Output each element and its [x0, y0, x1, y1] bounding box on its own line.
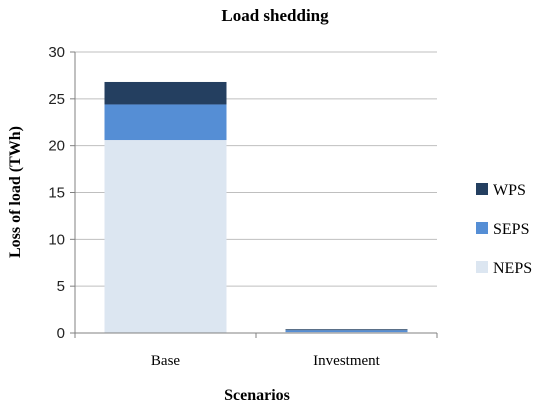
legend-label-neps: NEPS — [493, 260, 532, 277]
y-tick-labels: 0 5 10 15 20 25 30 — [48, 44, 65, 342]
bars — [104, 81, 408, 333]
x-category-label: Base — [151, 353, 181, 369]
legend-label-seps: SEPS — [493, 221, 529, 238]
x-category-label: Investment — [313, 353, 380, 369]
bar-segment-wps-base — [104, 81, 227, 105]
y-tick-label: 15 — [48, 185, 65, 202]
legend-label-wps: WPS — [493, 182, 526, 199]
legend-swatch-neps — [476, 261, 488, 273]
legend-swatch-seps — [476, 222, 488, 234]
chart-title: Load shedding — [221, 6, 329, 25]
y-tick-label: 10 — [48, 231, 65, 248]
y-tick-label: 5 — [57, 278, 65, 295]
x-axis-title: Scenarios — [224, 387, 290, 404]
y-axis-title: Loss of load (TWh) — [7, 126, 24, 258]
axes — [74, 52, 438, 338]
legend: WPS SEPS NEPS — [476, 182, 532, 277]
x-category-labels: Base Investment — [151, 353, 381, 369]
bar-segment-seps-base — [104, 104, 227, 141]
bar-segment-seps-investment — [285, 330, 408, 333]
y-tick-label: 0 — [57, 325, 65, 342]
bar-segment-neps-base — [104, 140, 227, 333]
y-tick-label: 20 — [48, 138, 65, 155]
y-tick-label: 30 — [48, 44, 65, 61]
legend-swatch-wps — [476, 183, 488, 195]
y-tick-label: 25 — [48, 91, 65, 108]
bar-segment-wps-investment — [285, 329, 408, 331]
